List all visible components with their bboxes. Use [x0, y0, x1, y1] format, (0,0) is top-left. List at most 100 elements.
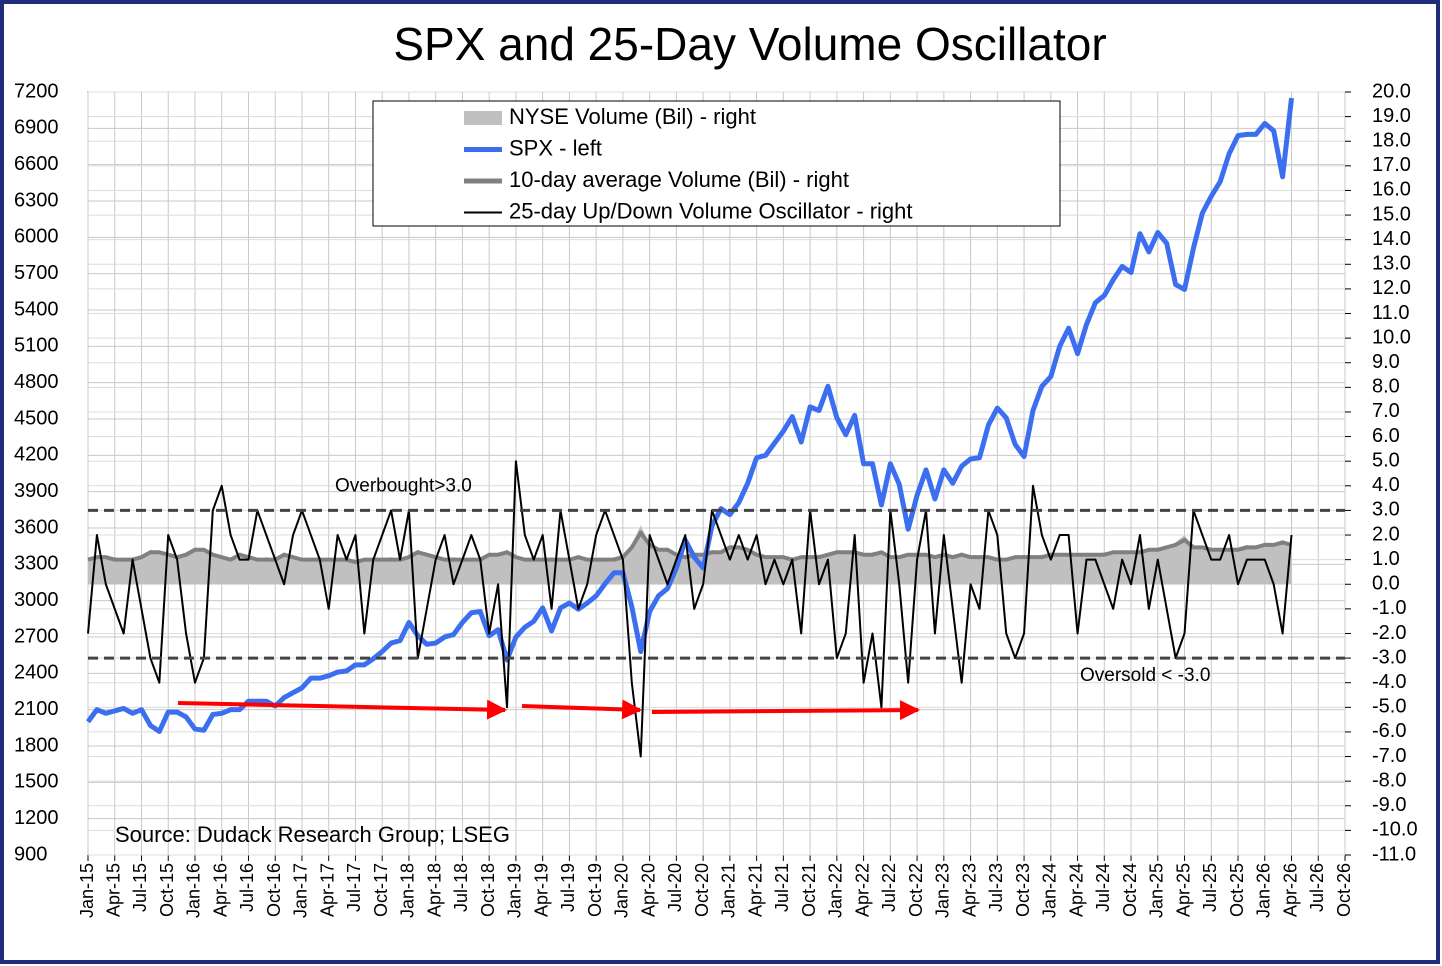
- legend: NYSE Volume (Bil) - right SPX - left 10-da…: [372, 100, 1061, 227]
- y2-tick-label: 1.0: [1372, 548, 1400, 570]
- legend-label: SPX - left: [509, 135, 602, 160]
- y2-tick-label: 11.0: [1372, 302, 1409, 324]
- y-tick-label: 5100: [14, 335, 59, 357]
- y2-tick-label: 15.0: [1372, 203, 1411, 225]
- x-tick-label: Oct-15: [157, 863, 177, 917]
- y-tick-label: 1500: [14, 771, 59, 793]
- y-tick-label: 3300: [14, 553, 59, 575]
- legend-label: NYSE Volume (Bil) - right: [509, 104, 756, 129]
- chart-title: SPX and 25-Day Volume Oscillator: [393, 18, 1106, 70]
- y-tick-label: 3000: [14, 589, 59, 611]
- x-tick-label: Jul-23: [986, 863, 1006, 912]
- y2-tick-label: -5.0: [1372, 696, 1406, 718]
- x-tick-label: Jul-16: [237, 863, 257, 912]
- x-tick-label: Apr-20: [638, 863, 658, 917]
- x-tick-label: Jul-18: [451, 863, 471, 912]
- y-tick-label: 900: [14, 843, 47, 865]
- y2-tick-label: 4.0: [1372, 474, 1400, 496]
- y2-tick-label: -7.0: [1372, 745, 1406, 767]
- red-arrow: [177, 699, 507, 720]
- y-tick-label: 6600: [14, 153, 59, 175]
- x-tick-label: Jul-17: [344, 863, 364, 912]
- y-tick-label: 2700: [14, 625, 59, 647]
- y-tick-label: 4200: [14, 444, 59, 466]
- y2-tick-label: -3.0: [1372, 646, 1406, 668]
- y2-tick-label: 16.0: [1372, 179, 1411, 201]
- y-tick-label: 2100: [14, 698, 59, 720]
- series-line: [87, 460, 1293, 758]
- x-tick-label: Jan-26: [1254, 863, 1274, 918]
- y2-tick-label: 14.0: [1372, 228, 1411, 250]
- y2-tick-label: -4.0: [1372, 671, 1406, 693]
- x-tick-label: Oct-21: [799, 863, 819, 917]
- y2-tick-label: 8.0: [1372, 376, 1400, 398]
- y2-tick-label: -1.0: [1372, 597, 1406, 619]
- x-tick-label: Jan-17: [291, 863, 311, 918]
- x-tick-label: Jul-24: [1093, 863, 1113, 912]
- y2-tick-label: 7.0: [1372, 400, 1400, 422]
- x-tick-label: Jul-20: [665, 863, 685, 912]
- y2-tick-label: 6.0: [1372, 425, 1400, 447]
- x-tick-label: Oct-25: [1227, 863, 1247, 917]
- y-tick-label: 6300: [14, 189, 59, 211]
- x-tick-label: Jan-20: [612, 863, 632, 918]
- red-arrow: [521, 699, 642, 720]
- volume-area: [88, 525, 1292, 585]
- y2-tick-label: 19.0: [1372, 105, 1411, 127]
- legend-label: 10-day average Volume (Bil) - right: [509, 167, 849, 192]
- y-tick-label: 1800: [14, 734, 59, 756]
- y-tick-label: 4800: [14, 371, 59, 393]
- x-tick-label: Oct-19: [585, 863, 605, 917]
- y-tick-label: 6900: [14, 117, 59, 139]
- x-tick-label: Jul-15: [130, 863, 150, 912]
- x-tick-label: Jan-21: [719, 863, 739, 918]
- y2-tick-label: 12.0: [1372, 277, 1411, 299]
- y2-tick-label: 9.0: [1372, 351, 1400, 373]
- red-arrow: [651, 700, 920, 721]
- x-tick-label: Apr-22: [852, 863, 872, 917]
- x-tick-label: Jan-16: [184, 863, 204, 918]
- x-tick-label: Apr-16: [210, 863, 230, 917]
- x-tick-label: Jul-25: [1200, 863, 1220, 912]
- y-tick-label: 3600: [14, 516, 59, 538]
- y2-tick-label: -6.0: [1372, 720, 1406, 742]
- x-tick-label: Jan-15: [77, 863, 97, 918]
- x-tick-label: Jul-21: [772, 863, 792, 912]
- y2-tick-label: -11.0: [1372, 843, 1416, 865]
- y-tick-label: 3900: [14, 480, 59, 502]
- x-tick-label: Jan-19: [505, 863, 525, 918]
- x-tick-label: Jul-19: [558, 863, 578, 912]
- x-tick-label: Apr-21: [745, 863, 765, 917]
- x-tick-label: Oct-26: [1334, 863, 1354, 917]
- legend-label: 25-day Up/Down Volume Oscillator - right: [509, 198, 913, 223]
- source-note: Source: Dudack Research Group; LSEG: [115, 822, 510, 847]
- y2-tick-label: -2.0: [1372, 622, 1406, 644]
- y-tick-label: 4500: [14, 407, 59, 429]
- x-tick-label: Jan-18: [398, 863, 418, 918]
- y2-tick-label: 2.0: [1372, 523, 1400, 545]
- y-tick-label: 2400: [14, 662, 59, 684]
- x-tick-label: Jan-24: [1040, 863, 1060, 918]
- y2-tick-label: -10.0: [1372, 819, 1418, 841]
- x-tick-label: Oct-18: [478, 863, 498, 917]
- x-tick-label: Apr-26: [1280, 863, 1300, 917]
- x-tick-label: Jan-22: [826, 863, 846, 918]
- y2-tick-label: 17.0: [1372, 154, 1411, 176]
- legend-swatch: [464, 111, 502, 125]
- x-tick-label: Oct-17: [371, 863, 391, 917]
- x-tick-label: Oct-22: [906, 863, 926, 917]
- y2-tick-label: 3.0: [1372, 499, 1400, 521]
- y-tick-label: 5700: [14, 262, 59, 284]
- series-line: [85, 97, 1294, 734]
- x-tick-label: Jul-22: [879, 863, 899, 912]
- y-tick-label: 7200: [14, 80, 59, 102]
- x-tick-label: Apr-19: [531, 863, 551, 917]
- y-tick-label: 1200: [14, 807, 59, 829]
- reference-label: Oversold < -3.0: [1080, 665, 1210, 686]
- x-tick-label: Apr-17: [317, 863, 337, 917]
- x-tick-label: Oct-23: [1013, 863, 1033, 917]
- x-tick-label: Apr-23: [959, 863, 979, 917]
- arrows: [177, 699, 920, 721]
- x-tick-label: Oct-20: [692, 863, 712, 917]
